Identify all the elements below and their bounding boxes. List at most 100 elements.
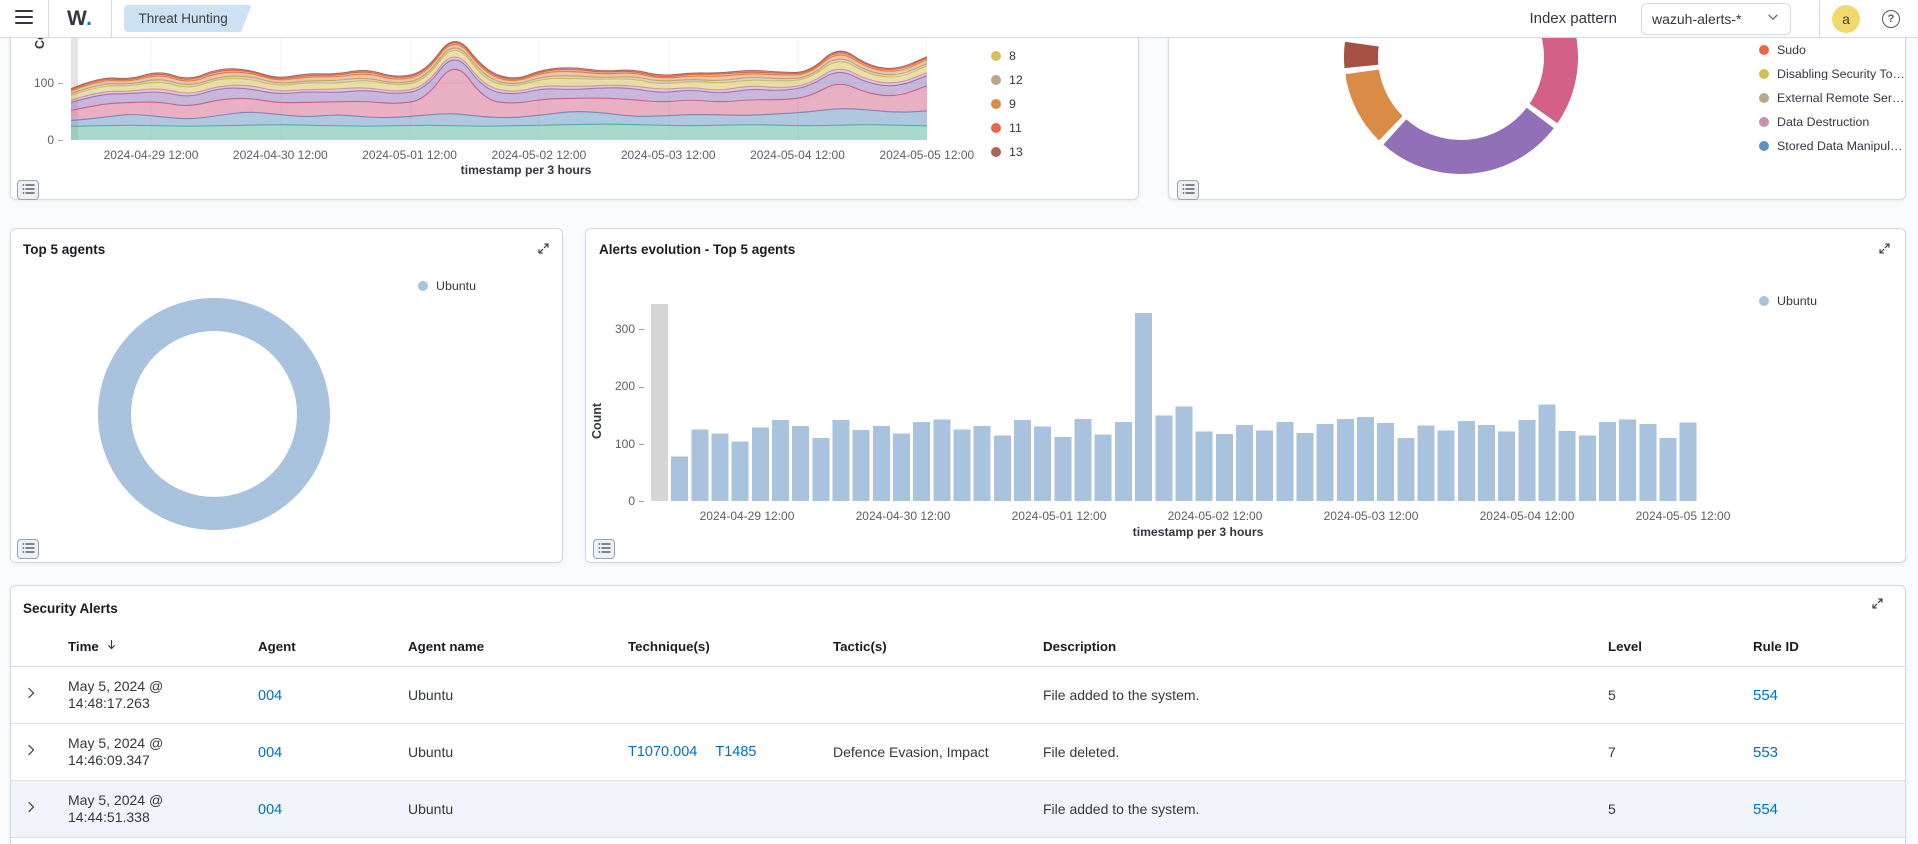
bar[interactable] (1579, 436, 1596, 501)
bar[interactable] (1155, 416, 1172, 501)
row-expand-button[interactable] (11, 742, 51, 763)
agent-link[interactable]: 004 (258, 802, 282, 818)
bar[interactable] (1377, 423, 1394, 501)
index-pattern-select[interactable]: wazuh-alerts-* (1641, 3, 1791, 35)
donut-chart[interactable] (98, 298, 330, 530)
legend-toggle-button[interactable] (17, 539, 39, 559)
bar[interactable] (1034, 427, 1051, 502)
bar[interactable] (1014, 420, 1031, 501)
bar[interactable] (1115, 422, 1132, 501)
bar[interactable] (1317, 424, 1334, 501)
column-header-agent[interactable]: Agent (241, 639, 391, 654)
legend-item[interactable]: 8 (991, 50, 1023, 62)
bar[interactable] (1296, 433, 1313, 501)
bar[interactable] (1075, 419, 1092, 501)
bar[interactable] (1196, 432, 1213, 501)
legend-item[interactable]: Ubuntu (418, 280, 476, 292)
bar[interactable] (913, 422, 930, 501)
bar[interactable] (853, 430, 870, 501)
expand-button[interactable] (1875, 241, 1893, 259)
rule-id-link[interactable]: 553 (1753, 744, 1778, 761)
bar[interactable] (691, 429, 708, 501)
legend-item[interactable]: 9 (991, 98, 1023, 110)
bar[interactable] (1135, 313, 1152, 501)
legend-item[interactable]: Disabling Security To… (1759, 68, 1905, 80)
bar[interactable] (1680, 423, 1697, 502)
bar[interactable] (1357, 417, 1374, 501)
bar[interactable] (1458, 421, 1475, 501)
bar[interactable] (1216, 434, 1233, 501)
legend-item[interactable]: External Remote Ser… (1759, 92, 1905, 104)
bar[interactable] (1256, 431, 1273, 502)
bar[interactable] (1337, 419, 1354, 501)
column-header-rule-id[interactable]: Rule ID (1736, 639, 1905, 654)
bar[interactable] (1518, 420, 1535, 501)
legend-toggle-button[interactable] (1177, 180, 1199, 200)
bar[interactable] (1236, 425, 1253, 501)
technique-link[interactable]: T1070.004 (628, 744, 697, 760)
column-header-level[interactable]: Level (1591, 639, 1736, 654)
menu-button[interactable] (0, 0, 48, 38)
legend-item[interactable]: 11 (991, 122, 1023, 134)
donut-slice[interactable] (115, 315, 314, 514)
column-header-technique-s-[interactable]: Technique(s) (611, 639, 816, 654)
bar[interactable] (933, 420, 950, 501)
agent-link[interactable]: 004 (258, 688, 282, 704)
bar[interactable] (1175, 407, 1192, 502)
wazuh-logo[interactable]: W. (49, 7, 111, 31)
bar[interactable] (1054, 437, 1071, 501)
bar-partial-bucket[interactable] (651, 304, 668, 501)
bar-chart[interactable] (651, 304, 1700, 501)
avatar[interactable]: a (1832, 5, 1860, 33)
legend-toggle-button[interactable] (17, 180, 39, 200)
bar[interactable] (954, 429, 971, 501)
bar[interactable] (833, 420, 850, 501)
column-header-tactic-s-[interactable]: Tactic(s) (816, 639, 1026, 654)
bar[interactable] (974, 426, 991, 501)
breadcrumb[interactable]: Threat Hunting (124, 5, 252, 32)
agent-link[interactable]: 004 (258, 745, 282, 761)
bar[interactable] (732, 441, 749, 501)
technique-link[interactable]: T1485 (715, 744, 756, 760)
donut-slice[interactable] (1343, 41, 1380, 70)
bar[interactable] (873, 426, 890, 501)
bar[interactable] (772, 420, 789, 501)
bar[interactable] (1276, 422, 1293, 501)
bar[interactable] (1599, 422, 1616, 501)
bar[interactable] (671, 456, 688, 501)
bar[interactable] (1619, 420, 1636, 501)
help-icon[interactable]: ? (1882, 10, 1900, 28)
bar[interactable] (1095, 435, 1112, 502)
rule-id-link[interactable]: 554 (1753, 801, 1778, 818)
bar[interactable] (1559, 431, 1576, 501)
legend-item[interactable]: Sudo (1759, 44, 1905, 56)
expand-button[interactable] (534, 241, 552, 259)
bar[interactable] (1539, 405, 1556, 501)
column-header-description[interactable]: Description (1026, 639, 1591, 654)
column-header-time[interactable]: Time (51, 638, 241, 654)
donut-slice[interactable] (1382, 106, 1555, 175)
row-expand-button[interactable] (11, 799, 51, 820)
bar[interactable] (712, 433, 729, 501)
bar[interactable] (1478, 425, 1495, 501)
legend-item[interactable]: Stored Data Manipul… (1759, 140, 1905, 152)
expand-button[interactable] (1868, 596, 1886, 614)
bar[interactable] (1438, 431, 1455, 502)
row-expand-button[interactable] (11, 685, 51, 706)
legend-item[interactable]: Data Destruction (1759, 116, 1905, 128)
bar[interactable] (893, 433, 910, 501)
bar[interactable] (994, 436, 1011, 501)
bar[interactable] (1498, 432, 1515, 501)
bar[interactable] (1418, 425, 1435, 501)
legend-item[interactable]: 12 (991, 74, 1023, 86)
legend-toggle-button[interactable] (593, 539, 615, 559)
legend-item[interactable]: 13 (991, 146, 1023, 158)
bar[interactable] (792, 426, 809, 501)
bar[interactable] (1397, 438, 1414, 501)
legend-item[interactable]: Ubuntu (1759, 295, 1817, 307)
bar[interactable] (1639, 424, 1656, 501)
column-header-agent-name[interactable]: Agent name (391, 639, 611, 654)
rule-id-link[interactable]: 554 (1753, 687, 1778, 704)
bar[interactable] (812, 438, 829, 501)
bar[interactable] (1660, 438, 1677, 501)
